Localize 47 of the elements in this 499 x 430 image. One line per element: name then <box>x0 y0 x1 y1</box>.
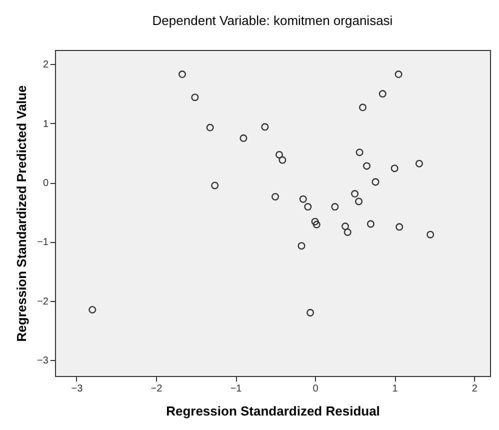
point <box>372 178 380 186</box>
y-axis-title: Regression Standardized Predicted Value <box>14 85 30 342</box>
y-tick-label: 1 <box>42 118 49 130</box>
point <box>351 190 359 198</box>
x-tick-label: −2 <box>150 384 163 394</box>
point <box>272 192 280 200</box>
y-tick-label: 0 <box>42 178 49 190</box>
point <box>278 156 286 164</box>
point <box>178 70 186 78</box>
point <box>366 220 374 228</box>
point <box>240 134 248 142</box>
point <box>312 220 320 228</box>
y-tick-label: −2 <box>37 296 49 308</box>
point <box>206 124 214 132</box>
x-axis-title: Regression Standardized Residual <box>166 404 380 418</box>
point <box>311 218 319 226</box>
point <box>88 306 96 314</box>
point <box>362 162 370 170</box>
point <box>426 230 434 238</box>
y-tick-label: 2 <box>42 60 49 71</box>
point <box>356 148 364 156</box>
point <box>344 228 352 236</box>
point <box>331 203 339 211</box>
point <box>355 198 363 206</box>
x-tick-label: −1 <box>230 384 242 394</box>
x-tick-label: 2 <box>472 384 478 394</box>
point <box>359 104 367 112</box>
point <box>415 160 423 168</box>
point <box>276 150 284 158</box>
point <box>396 223 404 231</box>
x-tick-label: 1 <box>392 384 398 394</box>
y-tick-label: −3 <box>37 356 49 367</box>
point <box>191 94 199 102</box>
point <box>298 242 306 250</box>
y-tick-label: −1 <box>37 237 49 248</box>
point <box>211 182 219 190</box>
point <box>342 222 350 230</box>
point <box>299 195 307 203</box>
point <box>378 90 386 98</box>
point <box>261 123 269 131</box>
point <box>390 164 398 172</box>
point <box>306 308 314 316</box>
x-tick-label: 0 <box>312 384 319 394</box>
point <box>304 203 312 211</box>
point <box>394 70 402 78</box>
x-tick-label: −3 <box>71 384 84 394</box>
chart-title: Dependent Variable: komitmen organisasi <box>152 13 393 28</box>
